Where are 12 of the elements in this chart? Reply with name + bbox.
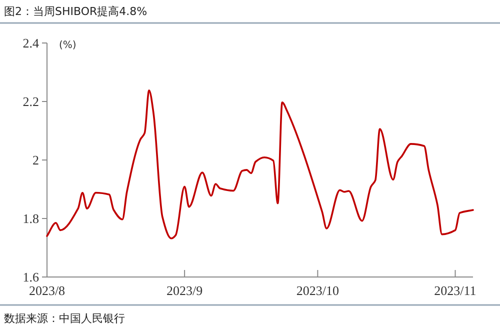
x-tick-label: 2023/9 bbox=[166, 283, 203, 298]
y-axis-title: (%) bbox=[59, 40, 76, 51]
y-tick-label: 2.4 bbox=[22, 36, 40, 50]
y-tick-label: 2 bbox=[32, 152, 39, 168]
y-tick-label: 2.2 bbox=[22, 94, 39, 109]
source-note: 数据来源：中国人民银行 bbox=[4, 312, 125, 325]
chart-title: 图2：当周SHIBOR提高4.8% bbox=[4, 5, 148, 18]
x-tick-label: 2023/10 bbox=[296, 283, 339, 298]
y-tick-label: 1.6 bbox=[22, 270, 40, 284]
y-tick-label: 1.8 bbox=[22, 211, 39, 226]
x-tick-label: 2023/8 bbox=[28, 283, 66, 298]
x-tick-label: 2023/11 bbox=[434, 283, 476, 298]
